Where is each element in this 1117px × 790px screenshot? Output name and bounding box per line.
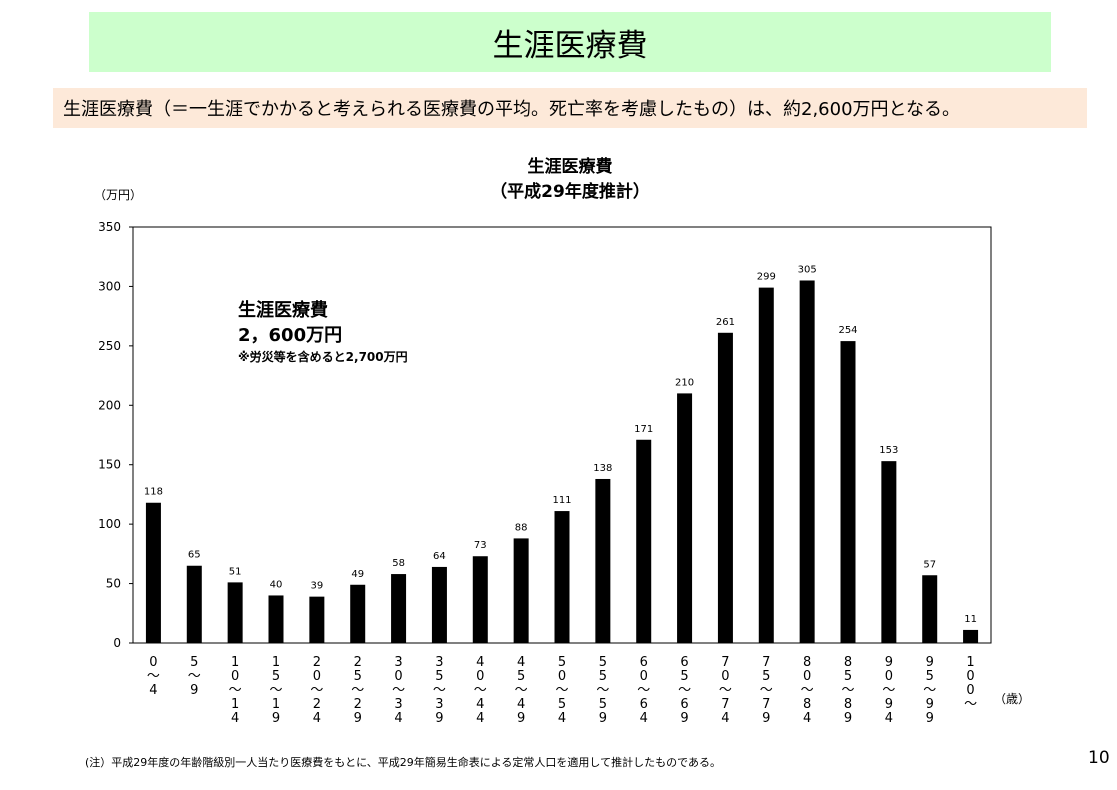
- x-tick-label: 3 0 ～ 3 4: [392, 655, 405, 726]
- x-tick-label: 2 0 ～ 2 4: [310, 655, 323, 726]
- data-label: 64: [433, 551, 446, 562]
- annotation-title: 生涯医療費: [238, 300, 328, 321]
- y-tick-label: 350: [98, 220, 121, 234]
- bars: 118 65 51 40 39 49 58 64 73 88 111 138 171 210 261 299 3…: [144, 264, 979, 643]
- data-label: 138: [593, 463, 612, 474]
- annotation-total: 2，600万円: [238, 325, 343, 346]
- data-label: 65: [188, 550, 201, 561]
- y-tick-label: 50: [106, 577, 121, 591]
- x-tick-label: 8 0 ～ 8 4: [801, 655, 814, 726]
- x-tick-label: 5 5 ～ 5 9: [596, 655, 609, 726]
- x-axis-labels: 0 ～ 4 5 ～ 9 1 0 ～ 1 4 1 5 ～ 1 9 2 0 ～ 2 4 2 5 ～ 2 9 3 0 ～ 3 4 3 5 ～ 3 9 4 0 ～ 4…: [147, 655, 977, 726]
- chart-title-block: 生涯医療費 （平成29年度推計）: [420, 155, 720, 205]
- data-label: 39: [310, 581, 323, 592]
- chart-subtitle: （平成29年度推計）: [490, 182, 650, 202]
- annotation-note: ※労災等を含めると2,700万円: [238, 350, 408, 364]
- bar: [513, 538, 529, 643]
- x-tick-label: 6 5 ～ 6 9: [678, 655, 691, 726]
- bar: [472, 556, 488, 643]
- bar: [350, 584, 366, 643]
- x-tick-label: 4 0 ～ 4 4: [474, 655, 487, 726]
- y-tick-label: 0: [113, 636, 121, 650]
- chart-title: 生涯医療費: [527, 157, 613, 177]
- bar: [554, 511, 570, 643]
- bar: [431, 566, 447, 643]
- y-tick-label: 250: [98, 339, 121, 353]
- summary-banner: 生涯医療費（＝一生涯でかかると考えられる医療費の平均。死亡率を考慮したもの）は、…: [53, 88, 1087, 128]
- y-tick-label: 100: [98, 517, 121, 531]
- page-number: 10: [1088, 748, 1110, 768]
- slide-title: 生涯医療費: [89, 12, 1051, 72]
- x-tick-label: 5 ～ 9: [188, 655, 201, 698]
- data-label: 153: [879, 445, 898, 456]
- y-tick-label: 200: [98, 398, 121, 412]
- x-tick-label: 4 5 ～ 4 9: [515, 655, 528, 726]
- data-label: 210: [675, 377, 694, 388]
- x-tick-label: 7 0 ～ 7 4: [719, 655, 732, 726]
- bar: [717, 332, 733, 643]
- data-label: 111: [552, 495, 571, 506]
- x-tick-label: 7 5 ～ 7 9: [760, 655, 773, 726]
- x-tick-label: 1 0 0 ～: [964, 655, 977, 712]
- x-tick-label: 8 5 ～ 8 9: [841, 655, 854, 726]
- bar: [309, 596, 325, 643]
- x-tick-label: 1 0 ～ 1 4: [229, 655, 242, 726]
- y-axis-ticks: 0 50 100 150 200 250 300 350: [98, 220, 133, 650]
- data-label: 73: [474, 540, 487, 551]
- x-axis-unit: （歳）: [994, 692, 1031, 706]
- data-label: 254: [838, 325, 857, 336]
- data-label: 299: [757, 272, 776, 283]
- bar: [595, 478, 611, 643]
- data-label: 40: [270, 579, 283, 590]
- bar: [963, 629, 979, 643]
- x-tick-label: 3 5 ～ 3 9: [433, 655, 446, 726]
- x-tick-label: 0 ～ 4: [147, 655, 160, 698]
- bar: [758, 287, 774, 643]
- data-label: 58: [392, 558, 405, 569]
- data-label: 261: [716, 317, 735, 328]
- bar: [636, 439, 652, 643]
- y-axis-unit: （万円）: [94, 188, 143, 202]
- x-tick-label: 5 0 ～ 5 4: [555, 655, 568, 726]
- x-tick-label: 2 5 ～ 2 9: [351, 655, 364, 726]
- y-tick-label: 150: [98, 458, 121, 472]
- bar: [391, 574, 407, 643]
- y-tick-label: 300: [98, 279, 121, 293]
- data-label: 118: [144, 487, 163, 498]
- data-label: 88: [515, 522, 528, 533]
- bar: [268, 595, 284, 643]
- x-tick-label: 1 5 ～ 1 9: [269, 655, 282, 726]
- x-tick-label: 9 0 ～ 9 4: [882, 655, 895, 726]
- data-label: 171: [634, 424, 653, 435]
- bar: [881, 461, 897, 643]
- data-label: 57: [923, 559, 936, 570]
- bar: [145, 502, 161, 643]
- bar: [227, 582, 243, 643]
- bar: [186, 565, 202, 643]
- bar: [922, 575, 938, 643]
- data-label: 51: [229, 566, 242, 577]
- footnote: (注）平成29年度の年齢階級別一人当たり医療費をもとに、平成29年簡易生命表によ…: [85, 756, 721, 769]
- bar: [840, 341, 856, 643]
- x-tick-label: 6 0 ～ 6 4: [637, 655, 650, 726]
- data-label: 305: [798, 264, 817, 275]
- bar: [677, 393, 693, 643]
- data-label: 49: [351, 569, 364, 580]
- bar: [799, 280, 815, 643]
- x-tick-label: 9 5 ～ 9 9: [923, 655, 936, 726]
- data-label: 11: [964, 614, 977, 625]
